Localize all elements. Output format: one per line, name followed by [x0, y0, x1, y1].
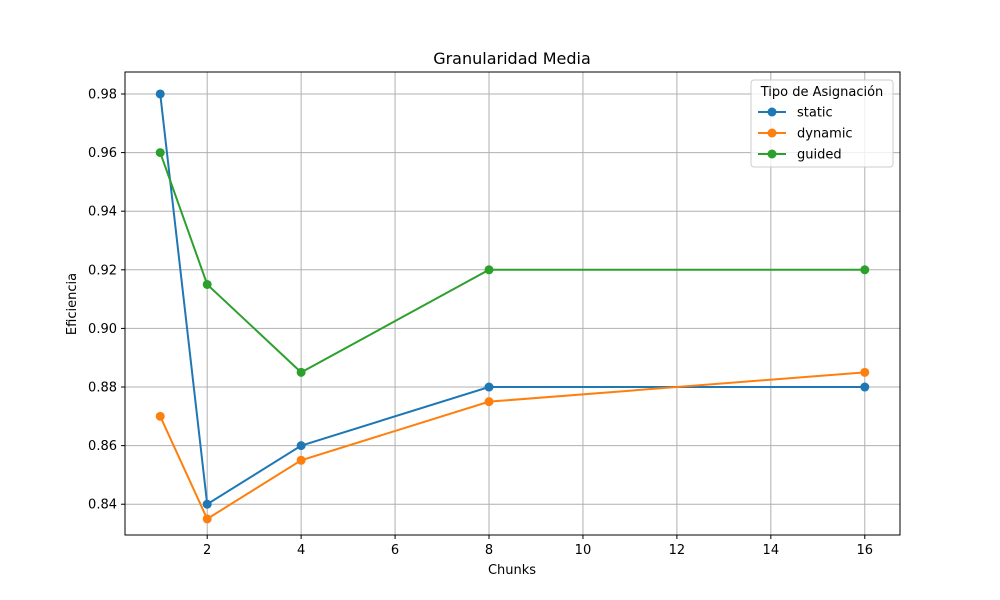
legend-label-static: static: [797, 106, 833, 121]
legend: Tipo de Asignación static dynamic guided: [750, 79, 894, 168]
data-point-guided: [484, 265, 494, 275]
y-tick-label: 0.92: [88, 263, 117, 278]
series-lines: [155, 89, 870, 524]
data-point-static: [296, 441, 306, 451]
y-tick-label: 0.86: [88, 439, 117, 454]
chart-title: Granularidad Media: [433, 49, 591, 68]
legend-marker-guided: [767, 149, 777, 159]
data-point-guided: [202, 279, 212, 289]
data-point-static: [202, 499, 212, 509]
data-point-dynamic: [202, 514, 212, 524]
y-tick-label: 0.94: [88, 205, 117, 220]
data-point-static: [484, 382, 494, 392]
data-point-dynamic: [296, 455, 306, 465]
y-tick-label: 0.88: [88, 381, 117, 396]
x-tick-label: 2: [203, 543, 211, 558]
data-point-static: [155, 89, 165, 99]
x-tick-label: 8: [485, 543, 493, 558]
x-tick-label: 14: [763, 543, 780, 558]
x-tick-label: 6: [391, 543, 399, 558]
y-tick-label: 0.98: [88, 87, 117, 102]
legend-box: [750, 79, 894, 168]
data-point-dynamic: [484, 397, 494, 407]
x-axis-ticks: 2 4 6 8 10 12 14 16: [203, 535, 873, 558]
y-tick-label: 0.96: [88, 146, 117, 161]
x-tick-label: 12: [669, 543, 686, 558]
legend-label-dynamic: dynamic: [797, 127, 853, 142]
data-point-static: [860, 382, 870, 392]
y-axis-label: Eficiencia: [65, 273, 80, 335]
data-point-dynamic: [155, 411, 165, 421]
legend-label-guided: guided: [797, 148, 842, 163]
x-axis-label: Chunks: [488, 563, 536, 578]
legend-title: Tipo de Asignación: [760, 85, 884, 100]
x-tick-label: 16: [856, 543, 873, 558]
data-point-dynamic: [860, 367, 870, 377]
x-tick-label: 4: [297, 543, 305, 558]
y-tick-label: 0.84: [88, 498, 117, 513]
legend-marker-dynamic: [767, 128, 777, 138]
plot-frame: [124, 71, 901, 536]
data-point-guided: [296, 367, 306, 377]
data-point-guided: [155, 148, 165, 158]
data-point-guided: [860, 265, 870, 275]
y-axis-ticks: 0.84 0.86 0.88 0.90 0.92 0.94 0.96 0.98: [88, 87, 125, 513]
legend-marker-static: [767, 107, 777, 117]
y-tick-label: 0.90: [88, 322, 117, 337]
x-tick-label: 10: [575, 543, 592, 558]
